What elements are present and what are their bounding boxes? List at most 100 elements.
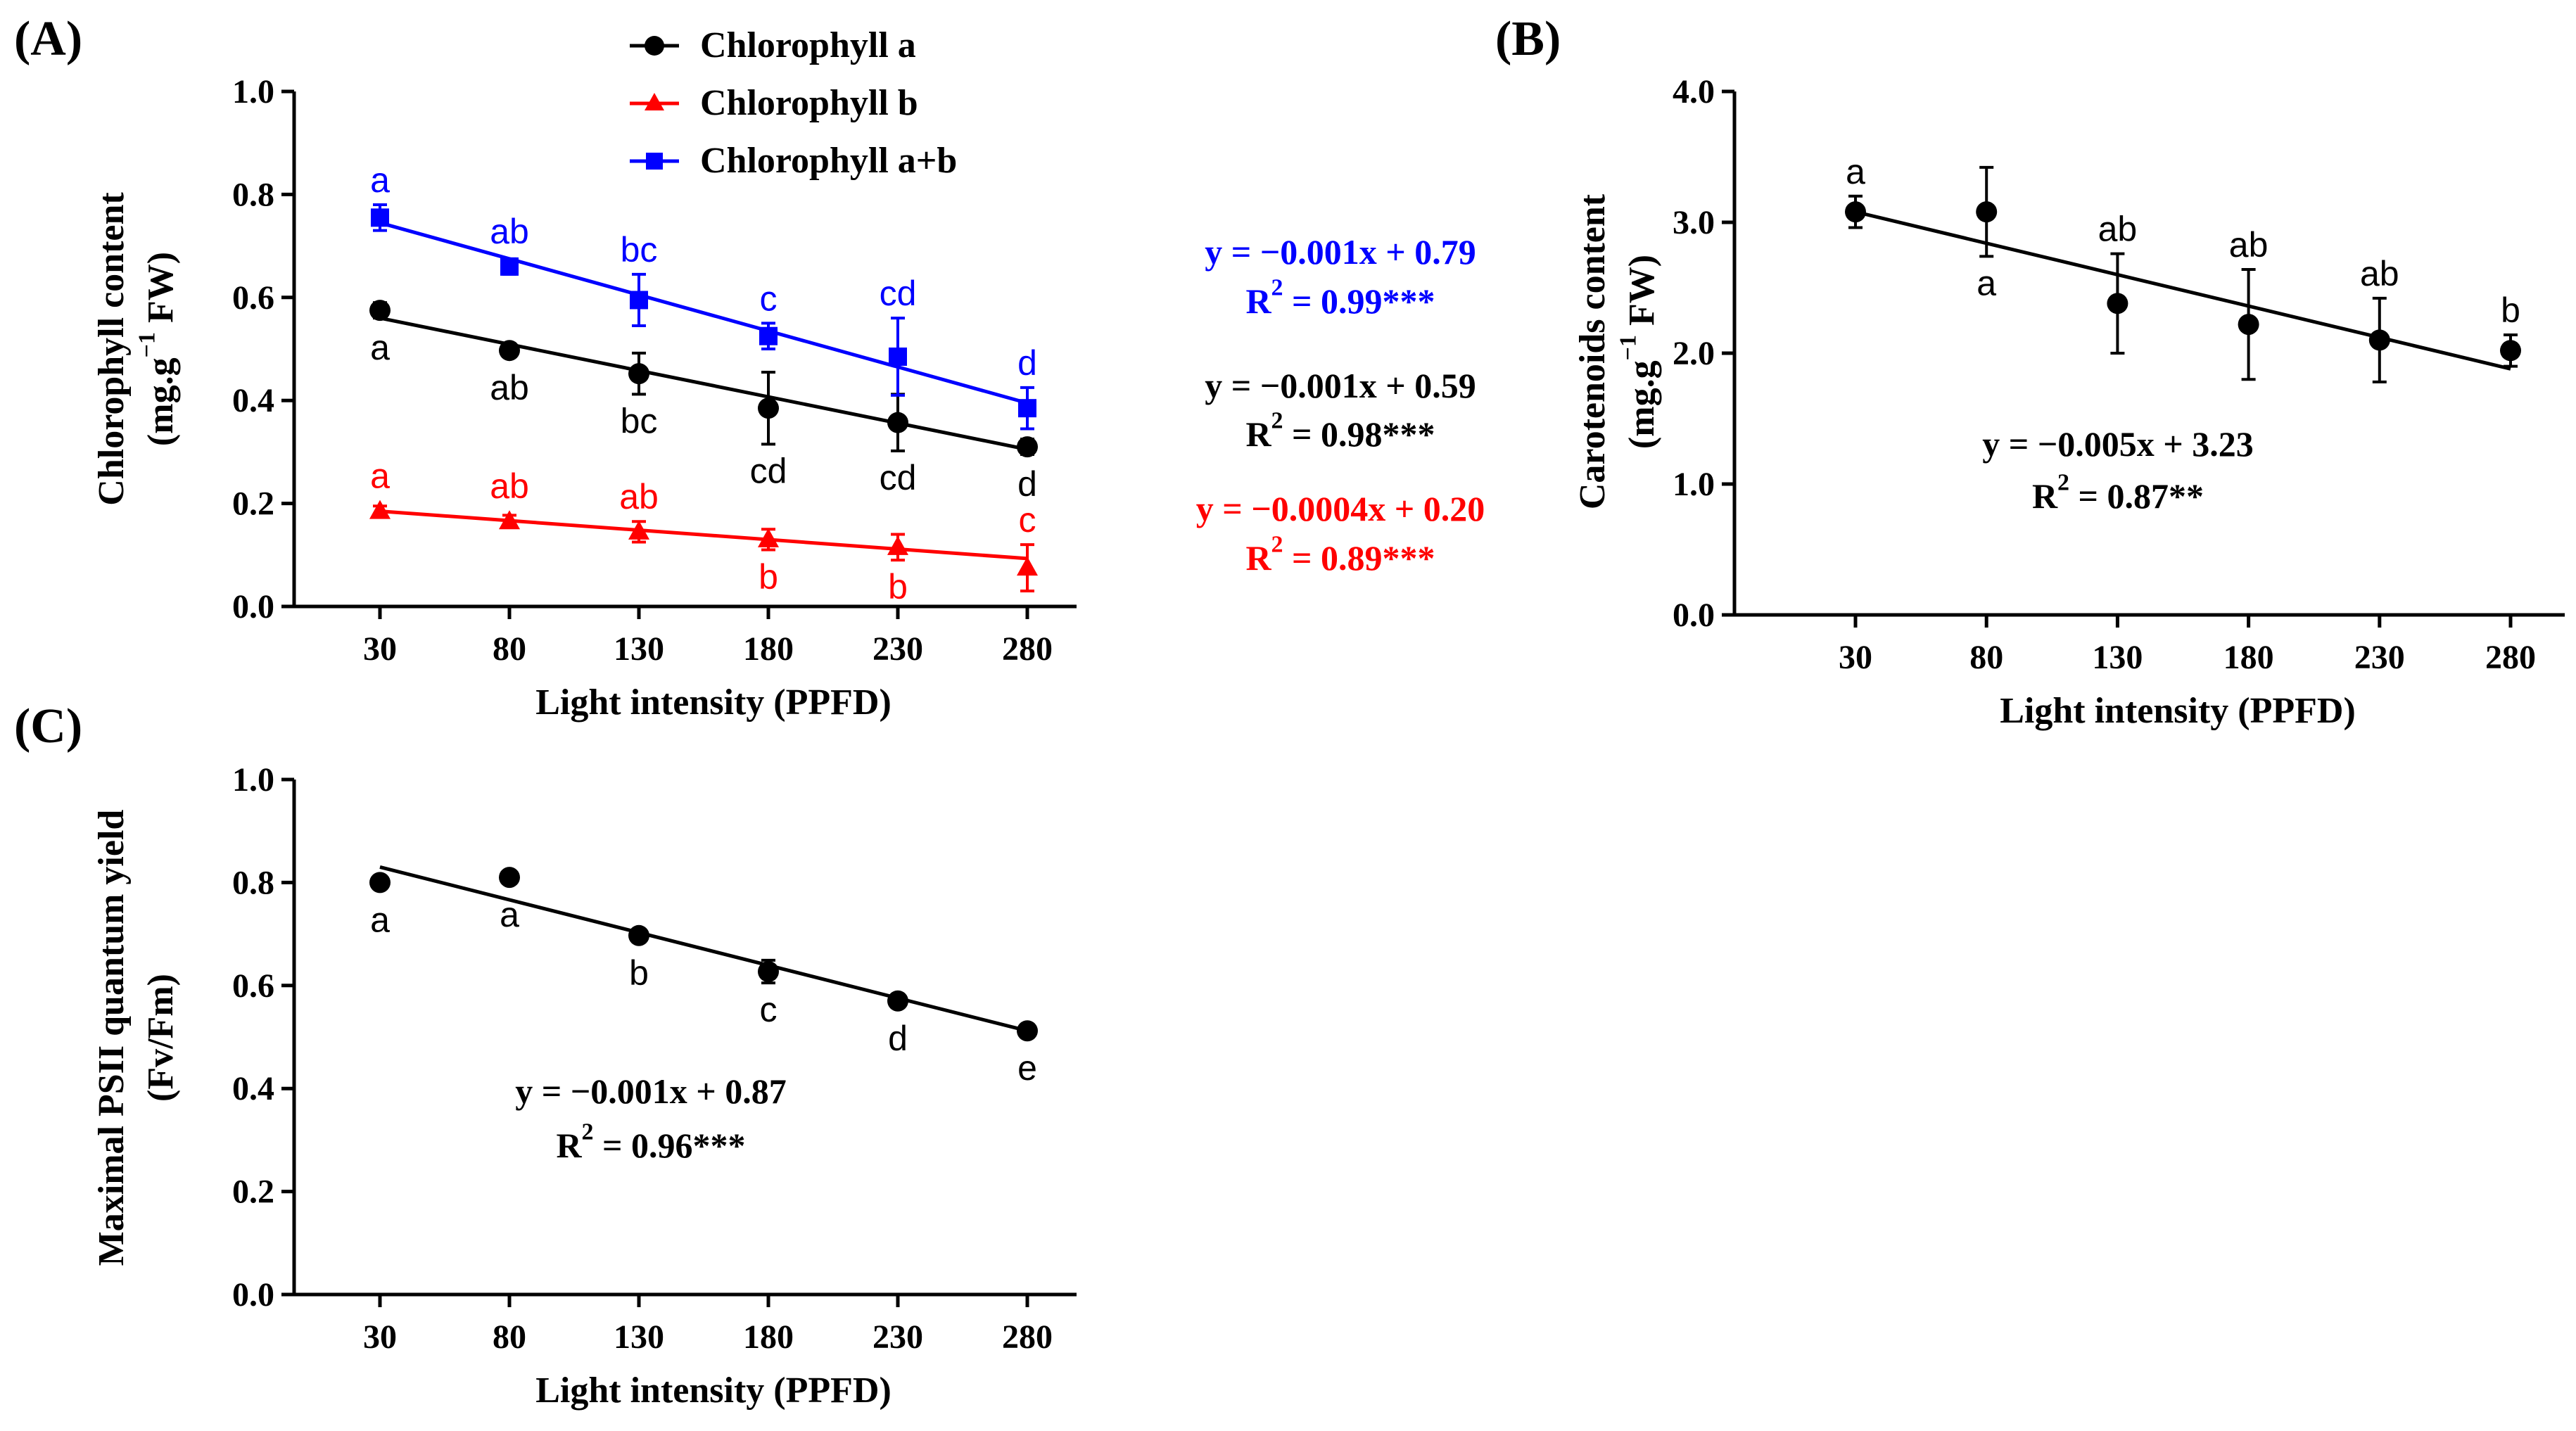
x-tick-label: 230: [873, 630, 923, 668]
legend-label: Chlorophyll b: [700, 83, 918, 123]
r-squared: R2 = 0.89***: [1245, 532, 1435, 578]
regression-line: [1855, 210, 2511, 371]
regression-equation: y = −0.001x + 0.59: [1205, 366, 1476, 405]
significance-letter: a: [1977, 263, 1996, 303]
x-tick-label: 30: [1839, 639, 1872, 676]
series-0: a a ab ab ab b y = −0.005x + 3.23 R2 = 0.87**: [1845, 152, 2521, 516]
r-squared: R2 = 0.99***: [1245, 275, 1435, 322]
y-axis-label: Carotenoids content: [1573, 193, 1613, 509]
data-point: [2368, 329, 2390, 351]
significance-letter: a: [370, 328, 390, 367]
significance-letter: d: [1017, 464, 1037, 504]
significance-letter: a: [370, 900, 390, 939]
data-point: [499, 867, 520, 889]
y-tick-label: 0.2: [232, 1174, 274, 1211]
x-tick-label: 280: [1002, 630, 1053, 668]
series-chlorophyll-b: a ab ab b b c y = −0.0004x + 0.20 R2 = 0.89***: [369, 457, 1485, 606]
significance-letter: d: [888, 1019, 908, 1058]
y-axis-unit: (Fv/Fm): [141, 974, 181, 1102]
significance-letter: a: [500, 895, 519, 934]
x-tick-label: 280: [2485, 639, 2536, 676]
data-point: [1845, 201, 1866, 223]
significance-letter: c: [1019, 500, 1036, 540]
regression-line: [379, 221, 1028, 405]
x-tick-label: 130: [614, 1318, 664, 1356]
data-point: [371, 208, 389, 227]
data-point: [887, 412, 908, 433]
y-tick-label: 0.6: [232, 279, 274, 317]
data-point: [500, 257, 519, 276]
regression-line: [379, 865, 1028, 1033]
panel-2: (C) 0.0 0.2 0.4 0.6 0.8 1.0 30 80 130 180 230 280 Lig…: [14, 699, 1077, 1411]
y-tick-label: 0.0: [232, 588, 274, 625]
significance-letter: d: [1017, 343, 1037, 383]
significance-letter: c: [760, 279, 778, 318]
y-axis-label: Chlorophyll content: [91, 192, 132, 506]
panel-label: (C): [14, 699, 82, 753]
y-tick-label: 0.4: [232, 382, 274, 419]
x-tick-label: 230: [2354, 639, 2405, 676]
y-axis-unit: (mg.g−1 FW): [134, 252, 182, 446]
significance-letter: a: [370, 457, 390, 496]
y-tick-label: 0.0: [1673, 597, 1715, 634]
x-tick-label: 180: [2223, 639, 2274, 676]
data-point: [628, 363, 649, 385]
regression-line: [379, 509, 1028, 561]
x-axis-label: Light intensity (PPFD): [2000, 691, 2356, 731]
y-tick-label: 2.0: [1673, 335, 1715, 372]
data-point: [1976, 201, 1998, 223]
data-point: [887, 535, 908, 555]
x-tick-label: 30: [363, 1318, 397, 1356]
x-tick-label: 180: [743, 1318, 794, 1356]
regression-equation: y = −0.001x + 0.79: [1205, 232, 1476, 272]
significance-letter: ab: [2229, 225, 2269, 265]
data-point: [2500, 340, 2521, 362]
data-point: [1017, 1020, 1038, 1042]
regression-line: [379, 316, 1028, 452]
data-point: [758, 961, 779, 983]
legend: Chlorophyll a Chlorophyll b Chlorophyll a+…: [630, 25, 957, 181]
x-axis-label: Light intensity (PPFD): [535, 1370, 892, 1411]
y-tick-label: 1.0: [232, 761, 274, 799]
y-tick-label: 3.0: [1673, 204, 1715, 241]
significance-letter: b: [888, 567, 908, 606]
significance-letter: ab: [490, 466, 529, 506]
data-point: [369, 500, 391, 519]
data-point: [758, 528, 779, 547]
data-point: [758, 398, 779, 419]
data-point: [759, 326, 778, 345]
significance-letter: c: [760, 990, 778, 1029]
legend-marker: [645, 93, 664, 110]
significance-letter: e: [1017, 1048, 1037, 1088]
data-point: [1018, 399, 1036, 418]
y-tick-label: 0.4: [232, 1070, 274, 1107]
legend-label: Chlorophyll a+b: [700, 141, 957, 181]
data-point: [628, 924, 649, 946]
x-tick-label: 130: [614, 630, 664, 668]
data-point: [369, 300, 391, 322]
significance-letter: ab: [2360, 254, 2399, 293]
significance-letter: cd: [750, 451, 787, 490]
y-axis-unit: (mg.g−1 FW): [1616, 255, 1663, 449]
r-squared: R2 = 0.96***: [556, 1119, 745, 1166]
significance-letter: ab: [619, 477, 659, 516]
y-tick-label: 1.0: [1673, 466, 1715, 503]
data-point: [499, 510, 520, 530]
legend-label: Chlorophyll a: [700, 25, 916, 65]
y-tick-label: 0.2: [232, 485, 274, 523]
legend-marker: [646, 153, 663, 170]
significance-letter: bc: [621, 401, 658, 440]
panel-label: (B): [1495, 12, 1561, 66]
y-tick-label: 4.0: [1673, 73, 1715, 110]
r-squared: R2 = 0.87**: [2032, 470, 2204, 516]
data-point: [499, 340, 520, 362]
y-tick-label: 0.6: [232, 967, 274, 1005]
significance-letter: ab: [490, 212, 529, 251]
data-point: [630, 291, 648, 310]
data-point: [1017, 556, 1038, 576]
regression-equation: y = −0.001x + 0.87: [515, 1071, 786, 1111]
y-tick-label: 0.8: [232, 864, 274, 901]
y-tick-label: 0.8: [232, 176, 274, 213]
y-tick-label: 1.0: [232, 73, 274, 110]
